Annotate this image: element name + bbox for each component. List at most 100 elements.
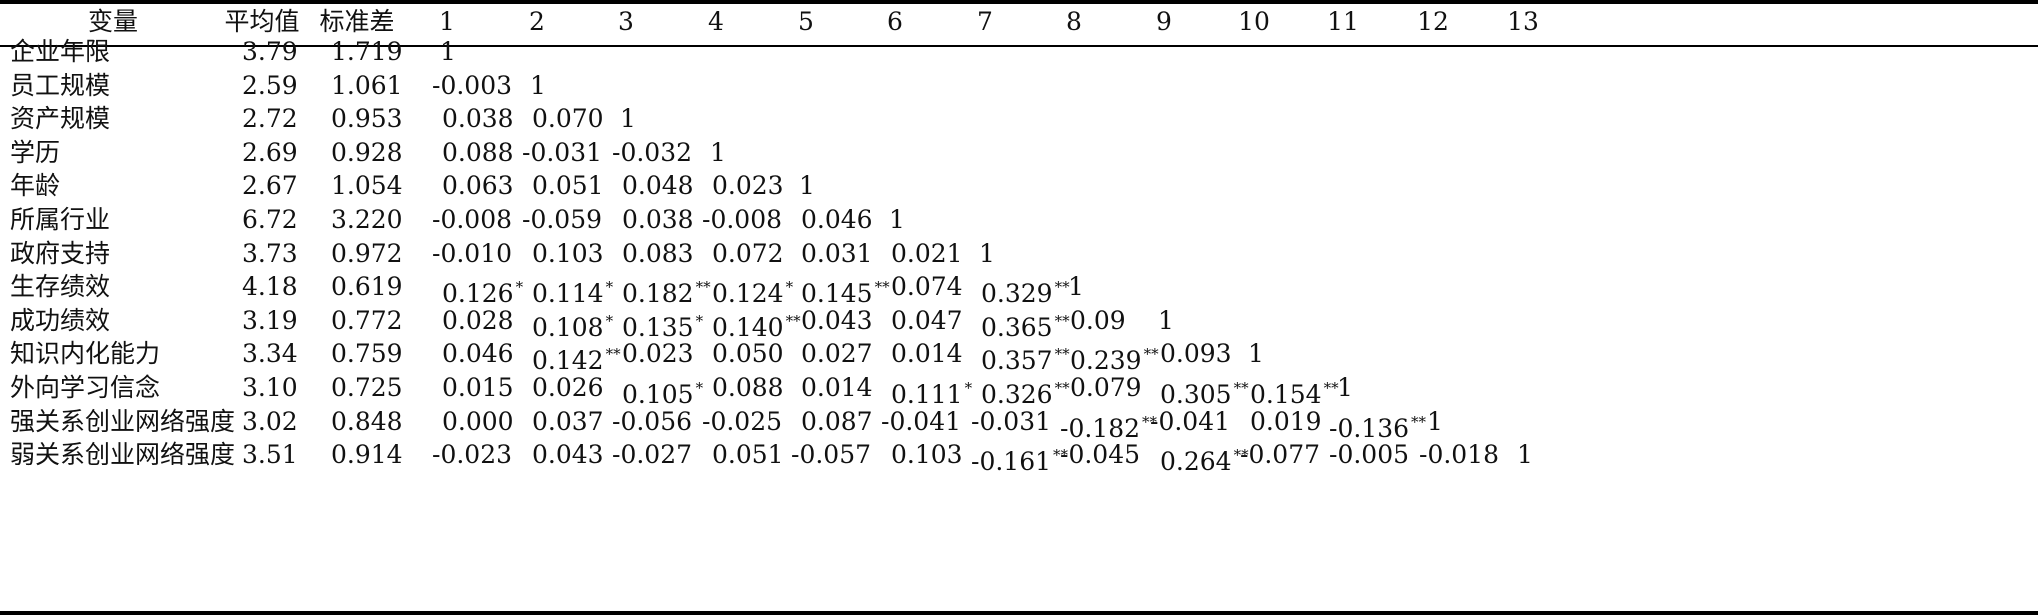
correlation-cell: 0.093 xyxy=(1160,339,1232,369)
correlation-value: 0.083 xyxy=(622,239,694,268)
correlation-cell: 0.088 xyxy=(712,373,784,403)
mean-value: 3.19 xyxy=(242,306,298,335)
correlation-cell: 1 xyxy=(530,71,546,101)
correlation-value: 0.026 xyxy=(532,373,604,402)
column-header: 13 xyxy=(1507,7,1539,36)
correlation-cell: 0.051 xyxy=(532,171,604,201)
significance-mark: ** xyxy=(1323,379,1339,397)
correlation-value: -0.045 xyxy=(1060,440,1141,469)
correlation-value: -0.041 xyxy=(881,407,962,436)
correlation-cell: 0.023 xyxy=(622,339,694,369)
correlation-value: 0.027 xyxy=(801,339,873,368)
correlation-value: -0.027 xyxy=(612,440,693,469)
significance-mark: ** xyxy=(695,278,711,296)
correlation-cell: 0.028 xyxy=(442,306,514,336)
correlation-value: 1 xyxy=(1248,339,1264,368)
sd-value: 0.953 xyxy=(331,104,403,133)
correlation-cell: 1 xyxy=(1337,373,1353,403)
correlation-cell: -0.136 ** xyxy=(1329,407,1426,444)
correlation-cell: -0.005 xyxy=(1329,440,1409,470)
correlation-value: 0.105 xyxy=(622,380,694,409)
column-header: 7 xyxy=(977,7,993,36)
correlation-value: 0.021 xyxy=(891,239,963,268)
column-header: 3 xyxy=(618,7,634,36)
significance-mark: ** xyxy=(605,345,621,363)
correlation-value: -0.025 xyxy=(702,407,783,436)
correlation-cell: 0.043 xyxy=(532,440,604,470)
significance-mark: * xyxy=(695,379,704,397)
correlation-cell: -0.018 xyxy=(1419,440,1499,470)
correlation-value: 0.305 xyxy=(1160,380,1232,409)
correlation-cell: 0.021 xyxy=(891,239,963,269)
significance-mark: * xyxy=(964,379,973,397)
correlation-cell: -0.008 xyxy=(702,205,782,235)
correlation-cell: 1 xyxy=(979,239,995,269)
correlation-cell: -0.031 xyxy=(971,407,1051,437)
correlation-value: -0.008 xyxy=(702,205,783,234)
correlation-cell: -0.003 xyxy=(432,71,512,101)
correlation-value: 0.079 xyxy=(1070,373,1142,402)
correlation-cell: 0.037 xyxy=(532,407,604,437)
column-header: 8 xyxy=(1066,7,1082,36)
correlation-cell: 0.329 ** xyxy=(981,272,1070,309)
correlation-cell: -0.027 xyxy=(612,440,692,470)
correlation-cell: 0.070 xyxy=(532,104,604,134)
correlation-value: 0.074 xyxy=(891,272,963,301)
correlation-cell: 0.264 ** xyxy=(1160,440,1249,477)
variable-name: 政府支持 xyxy=(10,239,111,268)
correlation-cell: -0.161 ** xyxy=(971,440,1068,477)
correlation-cell: 0.126 * xyxy=(442,272,523,309)
correlation-value: 1 xyxy=(1068,272,1084,301)
correlation-cell: 0.182 ** xyxy=(622,272,711,309)
column-header: 6 xyxy=(887,7,903,36)
correlation-value: 0.014 xyxy=(801,373,873,402)
correlation-value: 1 xyxy=(1427,407,1443,436)
correlation-cell: 0.142 ** xyxy=(532,339,621,376)
correlation-value: -0.057 xyxy=(791,440,872,469)
correlation-value: -0.161 xyxy=(971,447,1052,476)
correlation-cell: 0.000 xyxy=(442,407,514,437)
correlation-cell: -0.025 xyxy=(702,407,782,437)
column-header: 9 xyxy=(1156,7,1172,36)
correlation-cell: 0.050 xyxy=(712,339,784,369)
table-header-rule xyxy=(0,45,2038,47)
correlation-value: 0.043 xyxy=(532,440,604,469)
sd-value: 1.061 xyxy=(331,71,403,100)
correlation-cell: 1 xyxy=(1068,272,1084,302)
correlation-value: 1 xyxy=(440,37,456,66)
variable-name: 强关系创业网络强度 xyxy=(10,407,236,436)
correlation-value: 0.135 xyxy=(622,313,694,342)
correlation-value: 0.239 xyxy=(1070,346,1142,375)
mean-value: 2.72 xyxy=(242,104,298,133)
correlation-value: -0.003 xyxy=(432,71,513,100)
variable-name: 资产规模 xyxy=(10,104,111,133)
correlation-cell: 0.154 ** xyxy=(1250,373,1339,410)
correlation-value: 0.051 xyxy=(532,171,604,200)
variable-name: 所属行业 xyxy=(10,205,111,234)
correlation-value: 0.047 xyxy=(891,306,963,335)
correlation-cell: 0.038 xyxy=(622,205,694,235)
mean-value: 3.34 xyxy=(242,339,298,368)
correlation-value: 0.093 xyxy=(1160,339,1232,368)
correlation-value: 0.019 xyxy=(1250,407,1322,436)
correlation-cell: 0.088 xyxy=(442,138,514,168)
column-header: 平均值 xyxy=(224,7,300,36)
correlation-cell: -0.032 xyxy=(612,138,692,168)
variable-name: 学历 xyxy=(10,138,61,167)
correlation-cell: 0.079 xyxy=(1070,373,1142,403)
correlation-value: 0.031 xyxy=(801,239,873,268)
significance-mark: ** xyxy=(1143,345,1159,363)
mean-value: 2.59 xyxy=(242,71,298,100)
correlation-value: -0.010 xyxy=(432,239,513,268)
significance-mark: * xyxy=(605,312,614,330)
correlation-value: -0.182 xyxy=(1060,414,1141,443)
correlation-cell: -0.023 xyxy=(432,440,512,470)
correlation-cell: 0.087 xyxy=(801,407,873,437)
mean-value: 6.72 xyxy=(242,205,298,234)
correlation-cell: 0.357 ** xyxy=(981,339,1070,376)
sd-value: 0.972 xyxy=(331,239,403,268)
correlation-value: -0.008 xyxy=(432,205,513,234)
mean-value: 3.02 xyxy=(242,407,298,436)
correlation-value: 1 xyxy=(710,138,726,167)
